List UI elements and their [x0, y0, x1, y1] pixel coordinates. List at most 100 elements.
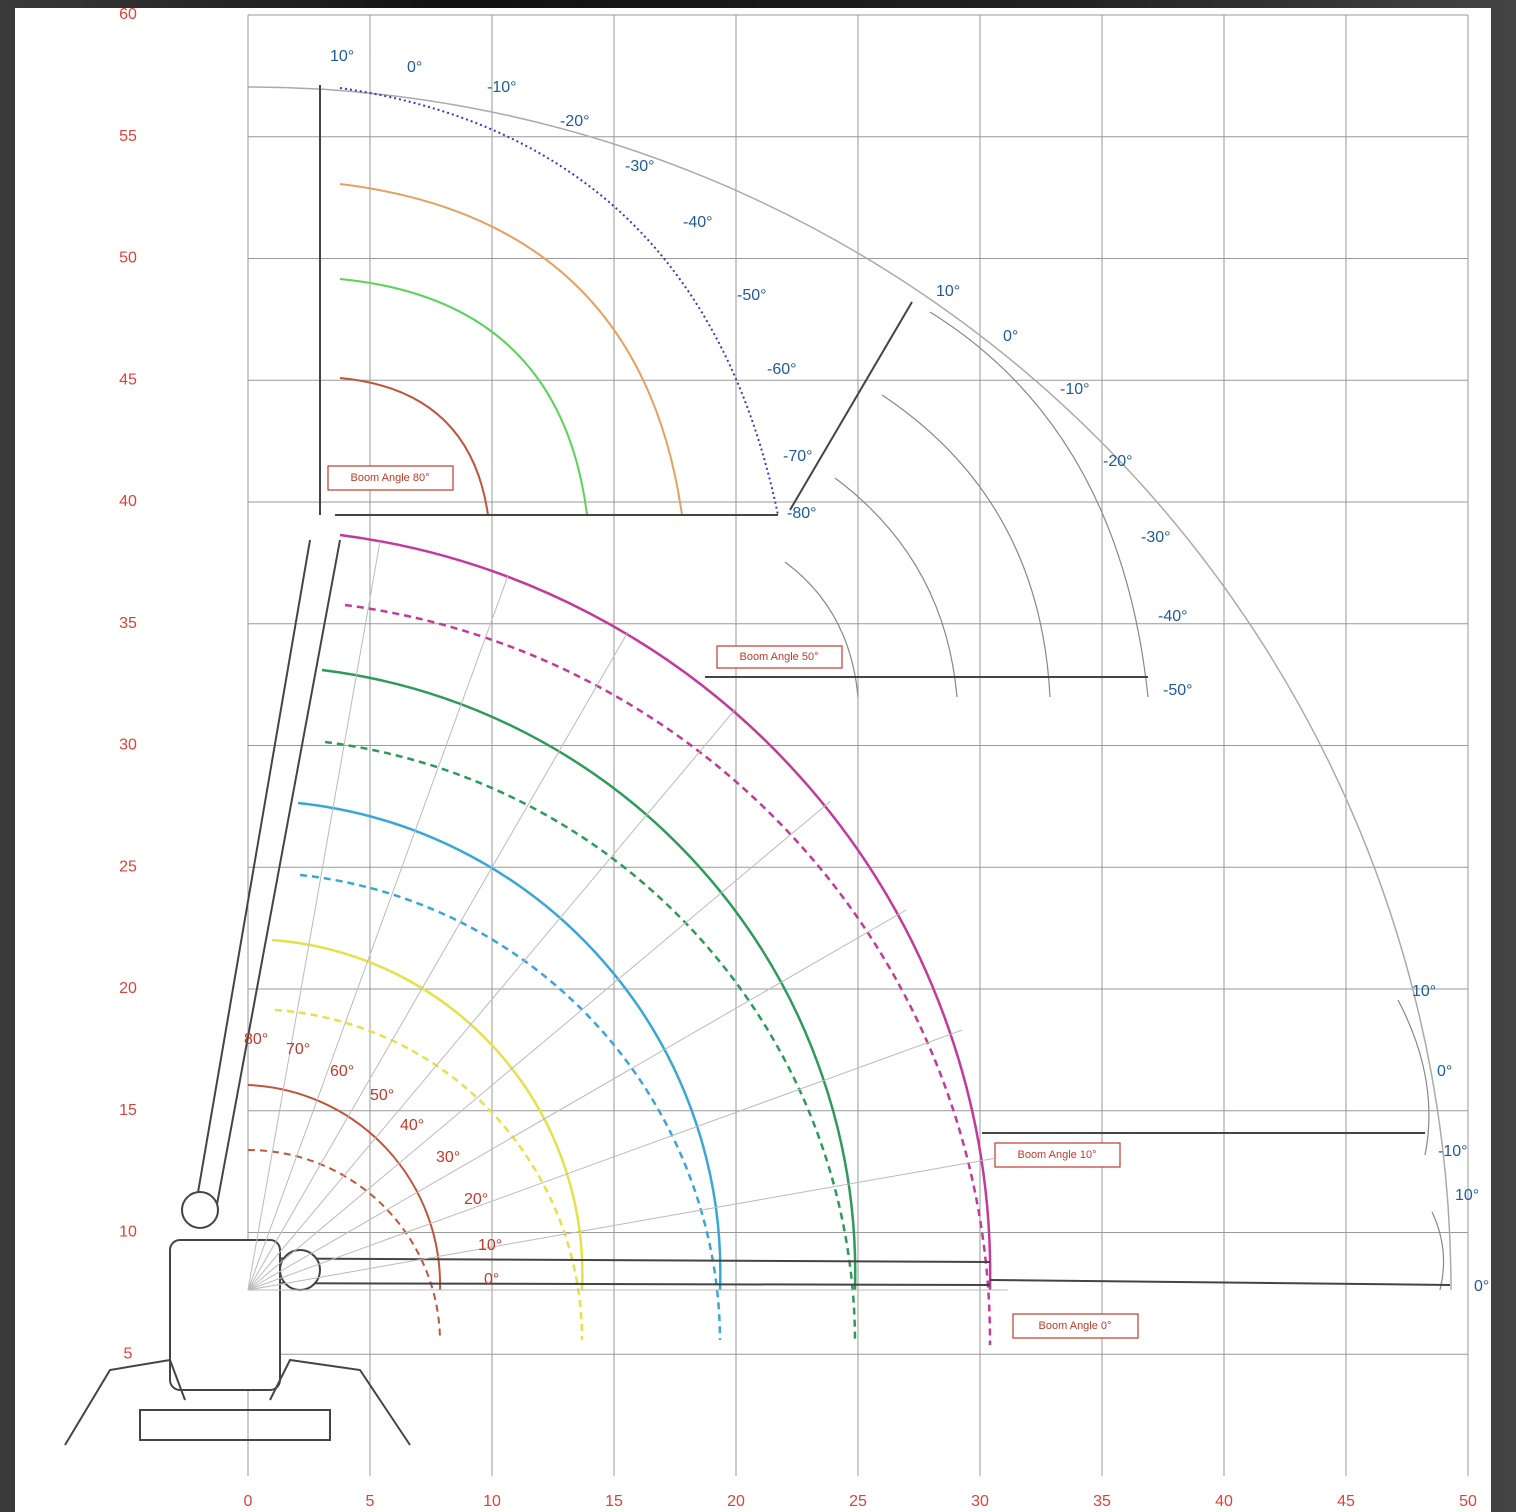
x-tick-label: 15	[605, 1493, 623, 1510]
callout-box	[994, 1142, 1121, 1168]
y-tick-label: 40	[119, 493, 137, 510]
jib-angle-label: -40°	[683, 214, 713, 231]
jib-angle-label: 10°	[1412, 983, 1436, 1000]
x-tick-label: 30	[971, 1493, 989, 1510]
boom-angle-label: 10°	[478, 1237, 502, 1254]
y-tick-label: 50	[119, 250, 137, 267]
jib-angle-label: 10°	[936, 283, 960, 300]
x-tick-label: 0	[244, 1493, 253, 1510]
jib-angle-label: -10°	[1438, 1143, 1468, 1160]
arc	[247, 1149, 441, 1341]
jib-angle-label: 0°	[1474, 1278, 1489, 1295]
grid	[247, 14, 1469, 1476]
jib-arc	[1397, 999, 1430, 1156]
x-tick-label: 50	[1459, 1493, 1477, 1510]
jib-angle-label: 10°	[1455, 1187, 1479, 1204]
jib-angle-label: -10°	[487, 79, 517, 96]
jib-arc	[339, 377, 489, 516]
jib-arc	[339, 183, 683, 516]
x-tick-label: 5	[366, 1493, 375, 1510]
arc	[247, 1084, 442, 1291]
jib-angle-label: 10°	[330, 48, 354, 65]
radial-line	[247, 1157, 997, 1291]
boom-angle-label: 40°	[400, 1117, 424, 1134]
jib-angle-label: -50°	[1163, 682, 1193, 699]
y-tick-label: 60	[119, 6, 137, 23]
radial-line	[247, 575, 509, 1291]
radial-line	[247, 707, 737, 1291]
jib-angle-label: -30°	[625, 158, 655, 175]
crane-part	[181, 1191, 219, 1229]
curves	[64, 85, 1452, 1446]
jib-angle-label: -80°	[787, 505, 817, 522]
jib-arc	[929, 311, 1149, 698]
boom-angle-label: 0°	[484, 1271, 499, 1288]
callout-box	[716, 645, 843, 669]
jib-angle-label: -60°	[767, 361, 797, 378]
radial-line	[247, 541, 381, 1291]
radial-line	[247, 631, 629, 1291]
y-tick-label: 45	[119, 371, 137, 388]
main-boom	[214, 539, 341, 1216]
callout-box	[327, 465, 454, 491]
main-boom	[194, 539, 311, 1211]
callout-label: Boom Angle 0°	[1039, 1320, 1112, 1332]
jib-arc	[834, 477, 958, 698]
jib-angle-label: 0°	[407, 59, 422, 76]
y-tick-label: 20	[119, 980, 137, 997]
arc	[321, 668, 857, 1291]
arc	[274, 1008, 584, 1341]
callout-label: Boom Angle 50°	[739, 651, 818, 663]
x-tick-label: 35	[1093, 1493, 1111, 1510]
y-tick-label: 55	[119, 128, 137, 145]
crane-part	[279, 1249, 321, 1291]
reach-envelope	[247, 86, 1452, 1291]
callout-label: Boom Angle 10°	[1017, 1149, 1096, 1161]
callout-box	[1012, 1313, 1139, 1339]
jib-angle-label: -30°	[1141, 529, 1171, 546]
x-tick-label: 45	[1337, 1493, 1355, 1510]
boom-angle-label: 80°	[244, 1031, 268, 1048]
boom-angle-label: 30°	[436, 1149, 460, 1166]
y-tick-label: 10	[119, 1224, 137, 1241]
jib-angle-label: -20°	[560, 113, 590, 130]
radial-line	[247, 801, 831, 1291]
callout-label: Boom Angle 80°	[350, 472, 429, 484]
boom-angle-label: 50°	[370, 1087, 394, 1104]
arc	[297, 801, 722, 1291]
jib-angle-label: -20°	[1103, 453, 1133, 470]
jib-arc	[1431, 1211, 1445, 1291]
arc	[339, 533, 992, 1291]
arc	[324, 740, 857, 1341]
jib-arc	[881, 394, 1051, 698]
y-tick-label: 35	[119, 615, 137, 632]
y-tick-label: 15	[119, 1102, 137, 1119]
boom-angle-label: 60°	[330, 1063, 354, 1080]
y-tick-label: 25	[119, 858, 137, 875]
x-tick-label: 40	[1215, 1493, 1233, 1510]
radial-line	[247, 1029, 963, 1291]
jib-angle-label: -10°	[1060, 381, 1090, 398]
radial-line	[247, 909, 907, 1291]
jib-angle-label: -50°	[737, 287, 767, 304]
arc	[271, 938, 584, 1291]
arc	[299, 873, 722, 1341]
jib-angle-label: -40°	[1158, 608, 1188, 625]
boom-angle-label: 70°	[286, 1041, 310, 1058]
labels: 0 5 10 15 20 25 30 35 40 45 50 5 10 15 20 25 30 35 40 45 50 5…	[119, 6, 1489, 1510]
jib-boom	[989, 1279, 1451, 1286]
jib-angle-label: 0°	[1003, 328, 1018, 345]
jib-angle-label: -70°	[783, 448, 813, 465]
crane-outriggers	[64, 1358, 411, 1446]
y-tick-label: 30	[119, 737, 137, 754]
x-tick-label: 25	[849, 1493, 867, 1510]
x-tick-label: 20	[727, 1493, 745, 1510]
x-tick-label: 10	[483, 1493, 501, 1510]
jib-boom	[789, 301, 913, 511]
jib-angle-label: 0°	[1437, 1063, 1452, 1080]
y-tick-label: 5	[124, 1345, 133, 1362]
boom-angle-label: 20°	[464, 1191, 488, 1208]
jib-arc	[339, 278, 588, 516]
